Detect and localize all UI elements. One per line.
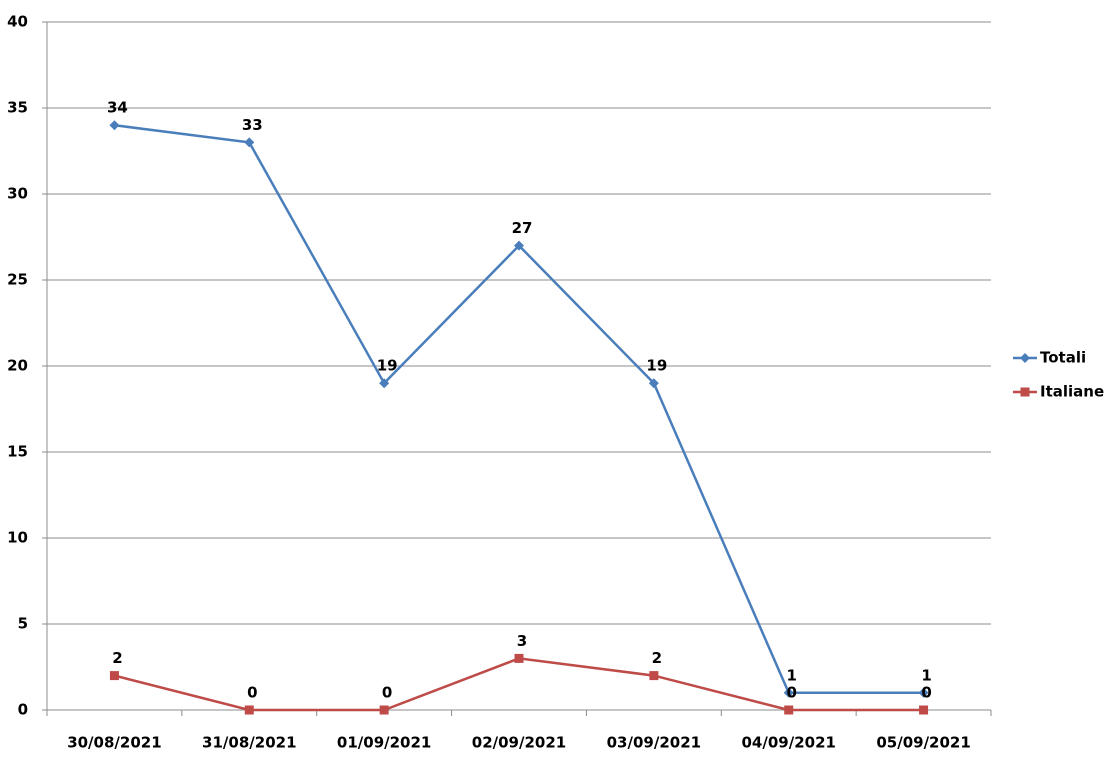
y-tick-label: 25 [7,271,28,289]
series-line [114,123,924,695]
data-label: 34 [107,99,128,117]
marker [784,705,794,715]
x-tick-label: 03/09/2021 [607,734,701,752]
x-tick-label: 04/09/2021 [741,734,835,752]
data-label: 19 [646,357,667,375]
legend-label: Italiane [1040,383,1104,401]
y-tick-label: 20 [7,357,28,375]
marker [1020,387,1030,397]
data-label: 33 [242,116,263,134]
marker [783,687,794,698]
data-label: 1 [786,666,796,684]
x-tick-label: 02/09/2021 [472,734,566,752]
marker [244,137,255,148]
series-line [114,657,924,712]
y-tick-label: 40 [7,13,28,31]
data-label: 19 [377,357,398,375]
data-label: 1 [921,666,931,684]
y-tick-label: 15 [7,443,28,461]
y-tick-label: 10 [7,529,28,547]
y-tick-label: 30 [7,185,28,203]
data-label: 27 [512,219,533,237]
marker [379,378,390,389]
data-label: 3 [517,632,527,650]
legend-label: Totali [1040,349,1086,367]
marker [919,705,929,715]
marker [1020,353,1030,363]
marker [244,705,254,715]
marker [918,687,929,698]
x-tick-label: 05/09/2021 [876,734,970,752]
x-tick-label: 01/09/2021 [337,734,431,752]
marker [109,120,120,131]
y-tick-label: 35 [7,99,28,117]
data-label: 2 [112,649,122,667]
x-tick-label: 30/08/2021 [67,734,161,752]
data-label: 2 [652,649,662,667]
y-tick-label: 0 [18,701,28,719]
data-label: 0 [247,684,257,702]
marker [379,705,389,715]
x-tick-label: 31/08/2021 [202,734,296,752]
marker [648,378,659,389]
marker [514,653,524,663]
data-label: 0 [382,684,392,702]
marker [649,671,659,681]
marker [109,671,119,681]
data-label: 0 [786,684,796,702]
y-tick-label: 5 [18,615,28,633]
marker [514,240,524,251]
data-label: 0 [921,684,931,702]
